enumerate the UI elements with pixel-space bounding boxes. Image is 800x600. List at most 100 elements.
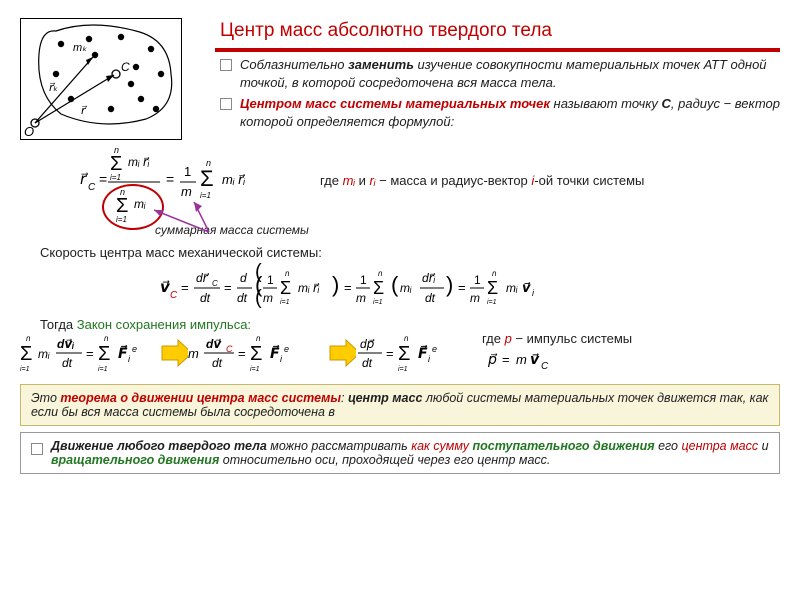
svg-text:mᵢ r⃗ᵢ: mᵢ r⃗ᵢ: [222, 172, 245, 187]
svg-text:m: m: [263, 291, 273, 305]
svg-text:i=1: i=1: [487, 299, 497, 306]
svg-text:Σ: Σ: [110, 153, 122, 175]
svg-text:n: n: [492, 269, 497, 278]
svg-text:F⃗: F⃗: [118, 345, 128, 362]
svg-text:C: C: [541, 361, 549, 372]
svg-text:dt: dt: [237, 291, 248, 305]
svg-text:i=1: i=1: [250, 366, 260, 373]
formula-sum-mdv: n Σi=1 mᵢ dv⃗ᵢ dt = n Σi=1 F⃗ i e: [20, 328, 160, 378]
svg-text:dv⃗ᵢ: dv⃗ᵢ: [57, 337, 74, 351]
conclusion-box: Движение любого твердого тела можно расс…: [20, 432, 780, 474]
annotation-arrow: [154, 202, 234, 242]
svg-text:Σ: Σ: [20, 343, 32, 365]
svg-text:O: O: [24, 124, 34, 139]
svg-text:=: =: [99, 171, 107, 187]
svg-text:=: =: [344, 280, 352, 295]
sum-mass-label: суммарная масса системы: [155, 223, 780, 237]
formula-mdvc: m dv⃗C dt = n Σi=1 F⃗ i e: [188, 328, 328, 378]
svg-text:i=1: i=1: [398, 366, 408, 373]
bullet-icon: [31, 443, 43, 455]
svg-text:m: m: [188, 346, 199, 361]
svg-text:n: n: [26, 334, 31, 343]
svg-text:e: e: [284, 344, 289, 354]
svg-text:=: =: [166, 171, 174, 187]
svg-text:mᵢ: mᵢ: [506, 281, 518, 295]
svg-text:d: d: [240, 271, 247, 285]
rigid-body-diagram: mₖ C r⃗ₖ r⃗꜀ O: [20, 18, 182, 140]
svg-text:Σ: Σ: [280, 278, 291, 298]
svg-text:Σ: Σ: [373, 278, 384, 298]
svg-text:m: m: [516, 352, 527, 367]
svg-text:F⃗: F⃗: [270, 345, 280, 362]
svg-text:i=1: i=1: [110, 173, 121, 182]
svg-text:v⃗: v⃗: [530, 351, 540, 367]
svg-text:dp⃗: dp⃗: [360, 337, 375, 351]
svg-text:=: =: [181, 280, 189, 295]
svg-text:=: =: [502, 352, 510, 367]
svg-text:): ): [332, 272, 339, 297]
svg-text:dr⃗ᵢ: dr⃗ᵢ: [422, 271, 436, 285]
svg-text:Σ: Σ: [200, 166, 214, 191]
svg-text:(: (: [391, 272, 399, 297]
svg-text:=: =: [238, 346, 246, 361]
svg-text:C: C: [212, 279, 218, 288]
svg-text:i: i: [428, 354, 431, 364]
svg-text:=: =: [224, 280, 232, 295]
svg-text:i=1: i=1: [373, 299, 383, 306]
svg-text:1: 1: [360, 273, 367, 287]
svg-text:e: e: [132, 344, 137, 354]
theorem-box: Это теорема о движении центра масс систе…: [20, 384, 780, 426]
svg-text:mₖ: mₖ: [73, 42, 87, 54]
svg-text:Σ: Σ: [98, 343, 110, 365]
svg-text:i=1: i=1: [20, 366, 30, 373]
svg-text:): ): [446, 272, 453, 297]
svg-text:dt: dt: [425, 291, 436, 305]
svg-text:F⃗: F⃗: [418, 345, 428, 362]
svg-text:r⃗꜀: r⃗꜀: [81, 105, 94, 117]
svg-text:C: C: [170, 290, 178, 301]
momentum-row: n Σi=1 mᵢ dv⃗ᵢ dt = n Σi=1 F⃗ i e m dv⃗C…: [20, 328, 780, 378]
svg-text:r⃗ₖ: r⃗ₖ: [49, 82, 59, 94]
svg-text:i=1: i=1: [280, 299, 290, 306]
svg-text:dt: dt: [62, 356, 73, 370]
svg-text:m: m: [356, 291, 366, 305]
bullet-icon: [220, 59, 232, 71]
svg-text:m: m: [181, 184, 192, 199]
svg-text:Σ: Σ: [398, 343, 410, 365]
svg-text:1: 1: [184, 164, 191, 179]
svg-text:n: n: [256, 334, 261, 343]
svg-text:p⃗: p⃗: [487, 351, 498, 367]
svg-text:mᵢ: mᵢ: [400, 281, 412, 295]
intro-block: Соблазнительно заменить изучение совокуп…: [220, 56, 780, 130]
svg-text:=: =: [458, 280, 466, 295]
svg-text:v⃗: v⃗: [522, 280, 531, 295]
svg-text:n: n: [404, 334, 409, 343]
svg-text:=: =: [86, 346, 94, 361]
momentum-desc: где p − импульс системы p⃗ = m v⃗ C: [482, 331, 632, 375]
svg-text:i: i: [532, 288, 535, 298]
svg-text:n: n: [285, 269, 290, 278]
svg-text:i: i: [128, 354, 131, 364]
svg-text:mᵢ r⃗ᵢ: mᵢ r⃗ᵢ: [128, 155, 150, 169]
svg-text:dv⃗: dv⃗: [206, 337, 222, 351]
velocity-text: Скорость центра масс механической систем…: [40, 245, 780, 260]
svg-text:n: n: [104, 334, 109, 343]
svg-text:(: (: [255, 272, 263, 297]
svg-text:m: m: [470, 291, 480, 305]
formula-vc: v⃗ C = dr⃗C dt = d dt (( ( 1m n Σi=1 mᵢ …: [20, 262, 780, 317]
svg-text:dt: dt: [212, 356, 223, 370]
svg-text:mᵢ: mᵢ: [38, 347, 50, 361]
svg-text:C: C: [88, 182, 96, 193]
page-title: Центр масс абсолютно твердого тела: [220, 20, 780, 42]
arrow-icon: [160, 338, 188, 368]
svg-text:dt: dt: [362, 356, 373, 370]
svg-text:n: n: [378, 269, 383, 278]
formula-p-mvc: p⃗ = m v⃗ C: [482, 346, 572, 372]
svg-text:1: 1: [474, 273, 481, 287]
svg-text:dr⃗: dr⃗: [196, 271, 209, 285]
svg-text:=: =: [386, 346, 394, 361]
svg-text:e: e: [432, 344, 437, 354]
formula-dp: dp⃗ dt = n Σi=1 F⃗ i e: [356, 328, 476, 378]
svg-text:i=1: i=1: [200, 191, 211, 200]
formula-rc-desc: где mᵢ и rᵢ − масса и радиус-вектор i-ой…: [320, 173, 644, 188]
